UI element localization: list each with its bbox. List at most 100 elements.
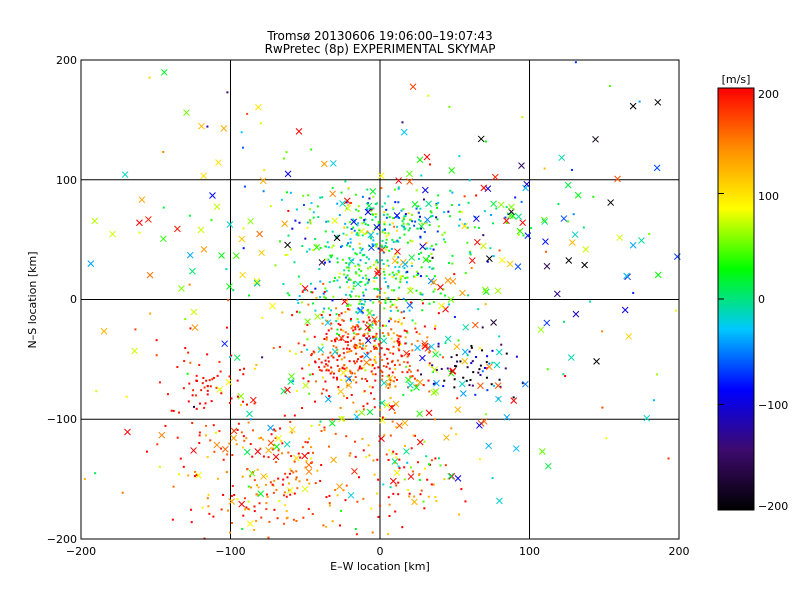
- data-point-cross: [347, 491, 355, 499]
- data-point-dot: [373, 336, 376, 339]
- data-point-dot: [384, 228, 387, 231]
- data-point-dot: [312, 211, 315, 214]
- data-point-dot: [307, 508, 310, 511]
- data-point-cross: [458, 380, 466, 388]
- data-point-dot: [328, 494, 331, 497]
- data-point-dot: [352, 248, 355, 251]
- data-point-dot: [278, 346, 281, 349]
- data-point-dot: [415, 384, 418, 387]
- data-point-dot: [331, 230, 334, 233]
- data-point-cross: [453, 343, 461, 351]
- data-point-dot: [431, 214, 434, 217]
- data-point-dot: [288, 294, 291, 297]
- data-point-dot: [347, 333, 350, 336]
- data-point-dot: [434, 349, 437, 352]
- data-point-cross: [477, 135, 485, 143]
- data-point-dot: [348, 348, 351, 351]
- data-point-dot: [293, 261, 296, 264]
- data-point-dot: [226, 91, 229, 94]
- data-point-cross: [553, 290, 561, 298]
- data-point-dot: [413, 377, 416, 380]
- data-point-dot: [483, 210, 486, 213]
- data-point-dot: [290, 469, 293, 472]
- data-point-cross: [87, 260, 95, 267]
- data-point-cross: [190, 447, 197, 454]
- data-point-dot: [188, 283, 191, 286]
- data-point-dot: [458, 155, 461, 158]
- data-point-dot: [293, 492, 296, 495]
- data-point-cross: [522, 184, 529, 192]
- data-point-cross: [454, 475, 462, 482]
- data-point-dot: [374, 360, 377, 363]
- data-point-cross: [462, 323, 470, 331]
- data-point-dot: [397, 271, 400, 274]
- data-point-dot: [183, 360, 186, 363]
- data-point-cross: [621, 306, 629, 314]
- data-point-dot: [337, 386, 340, 389]
- data-point-dot: [346, 274, 349, 277]
- data-point-dot: [178, 411, 181, 414]
- data-point-dot: [345, 435, 348, 438]
- data-point-dot: [455, 354, 458, 357]
- data-point-dot: [355, 352, 358, 355]
- data-point-dot: [357, 325, 360, 328]
- data-point-dot: [394, 510, 397, 513]
- data-point-dot: [321, 196, 324, 199]
- data-point-dot: [373, 358, 376, 361]
- data-point-cross: [190, 308, 198, 316]
- data-point-cross: [281, 220, 288, 228]
- data-point-cross: [389, 477, 397, 485]
- data-point-dot: [486, 355, 489, 358]
- data-point-dot: [308, 392, 311, 395]
- data-point-dot: [321, 353, 324, 356]
- data-point-cross: [283, 440, 291, 448]
- data-point-dot: [368, 385, 371, 388]
- data-point-dot: [298, 480, 301, 483]
- data-point-dot: [375, 260, 378, 263]
- data-point-dot: [336, 349, 339, 352]
- data-point-dot: [449, 215, 452, 218]
- data-point-cross: [540, 216, 548, 224]
- data-point-dot: [521, 382, 524, 385]
- data-point-dot: [239, 403, 242, 406]
- data-point-dot: [374, 216, 377, 219]
- data-point-cross: [486, 255, 493, 262]
- data-point-dot: [399, 276, 402, 279]
- data-point-dot: [325, 332, 328, 335]
- data-point-dot: [392, 217, 395, 220]
- data-point-dot: [470, 362, 473, 365]
- data-point-dot: [413, 495, 416, 498]
- data-point-dot: [352, 282, 355, 285]
- data-point-dot: [358, 302, 361, 305]
- data-point-dot: [415, 289, 418, 292]
- data-point-dot: [378, 300, 381, 303]
- data-point-cross: [221, 445, 229, 453]
- y-tick-label: 100: [56, 174, 77, 187]
- data-point-dot: [437, 457, 440, 460]
- data-point-dot: [357, 268, 360, 271]
- y-tick-label: −200: [47, 533, 77, 546]
- data-point-dot: [431, 371, 434, 374]
- data-point-dot: [395, 456, 398, 459]
- data-point-dot: [182, 465, 185, 468]
- data-point-dot: [419, 207, 422, 210]
- data-point-cross: [571, 231, 579, 238]
- data-point-dot: [361, 309, 364, 312]
- data-point-dot: [484, 303, 487, 306]
- data-point-dot: [408, 368, 411, 371]
- data-point-dot: [355, 381, 358, 384]
- data-point-dot: [366, 267, 369, 270]
- data-point-dot: [428, 364, 431, 367]
- data-point-dot: [298, 295, 301, 298]
- data-point-dot: [343, 356, 346, 359]
- data-point-dot: [186, 372, 189, 375]
- data-point-dot: [298, 311, 301, 314]
- data-point-dot: [334, 432, 337, 435]
- data-point-dot: [470, 344, 473, 347]
- data-point-dot: [207, 493, 210, 496]
- data-point-cross: [301, 485, 309, 493]
- data-point-dot: [415, 270, 418, 273]
- data-point-dot: [327, 246, 330, 249]
- data-point-dot: [335, 307, 338, 310]
- data-point-dot: [371, 386, 374, 389]
